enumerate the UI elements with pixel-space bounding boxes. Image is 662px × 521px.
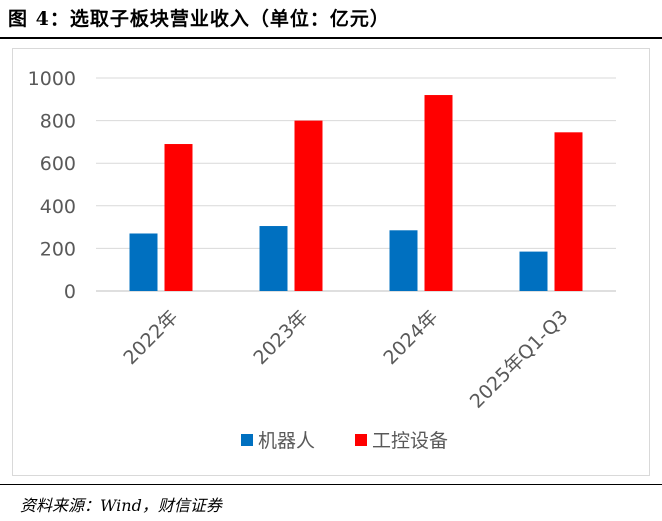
bar-industrial-control-3 bbox=[554, 132, 583, 291]
bar-chart: 0 200 400 600 800 1000 2022年 2023年 2024年 2025年Q1-… bbox=[28, 68, 616, 452]
bar-robot-0 bbox=[129, 233, 158, 291]
x-tick-label: 2022年 bbox=[119, 306, 182, 369]
y-tick-label: 1000 bbox=[28, 68, 76, 90]
source-note: 资料来源：Wind，财信证券 bbox=[20, 496, 222, 515]
y-tick-label: 800 bbox=[40, 111, 76, 133]
x-tick-label: 2025年Q1-Q3 bbox=[466, 306, 573, 413]
y-tick-label: 600 bbox=[40, 153, 76, 175]
source-rule bbox=[0, 484, 662, 485]
bar-robot-2 bbox=[389, 230, 418, 291]
chart-area: 0 200 400 600 800 1000 2022年 2023年 2024年 2025年Q1-… bbox=[12, 48, 650, 476]
y-tick-label: 400 bbox=[40, 196, 76, 218]
y-tick-label: 0 bbox=[64, 281, 76, 303]
title-rule bbox=[0, 37, 662, 39]
y-tick-label: 200 bbox=[40, 238, 76, 260]
x-tick-label: 2023年 bbox=[249, 306, 312, 369]
bar-industrial-control-2 bbox=[424, 95, 453, 291]
bar-industrial-control-0 bbox=[164, 144, 193, 291]
figure-title: 图 4：选取子板块营业收入（单位：亿元） bbox=[8, 8, 390, 30]
x-tick-label: 2024年 bbox=[379, 306, 442, 369]
bar-robot-3 bbox=[519, 251, 548, 291]
bar-robot-1 bbox=[259, 226, 288, 291]
legend-label: 工控设备 bbox=[372, 430, 448, 452]
legend-label: 机器人 bbox=[258, 430, 315, 452]
bar-industrial-control-1 bbox=[294, 120, 323, 291]
legend-swatch bbox=[241, 434, 253, 446]
legend-swatch bbox=[355, 434, 367, 446]
